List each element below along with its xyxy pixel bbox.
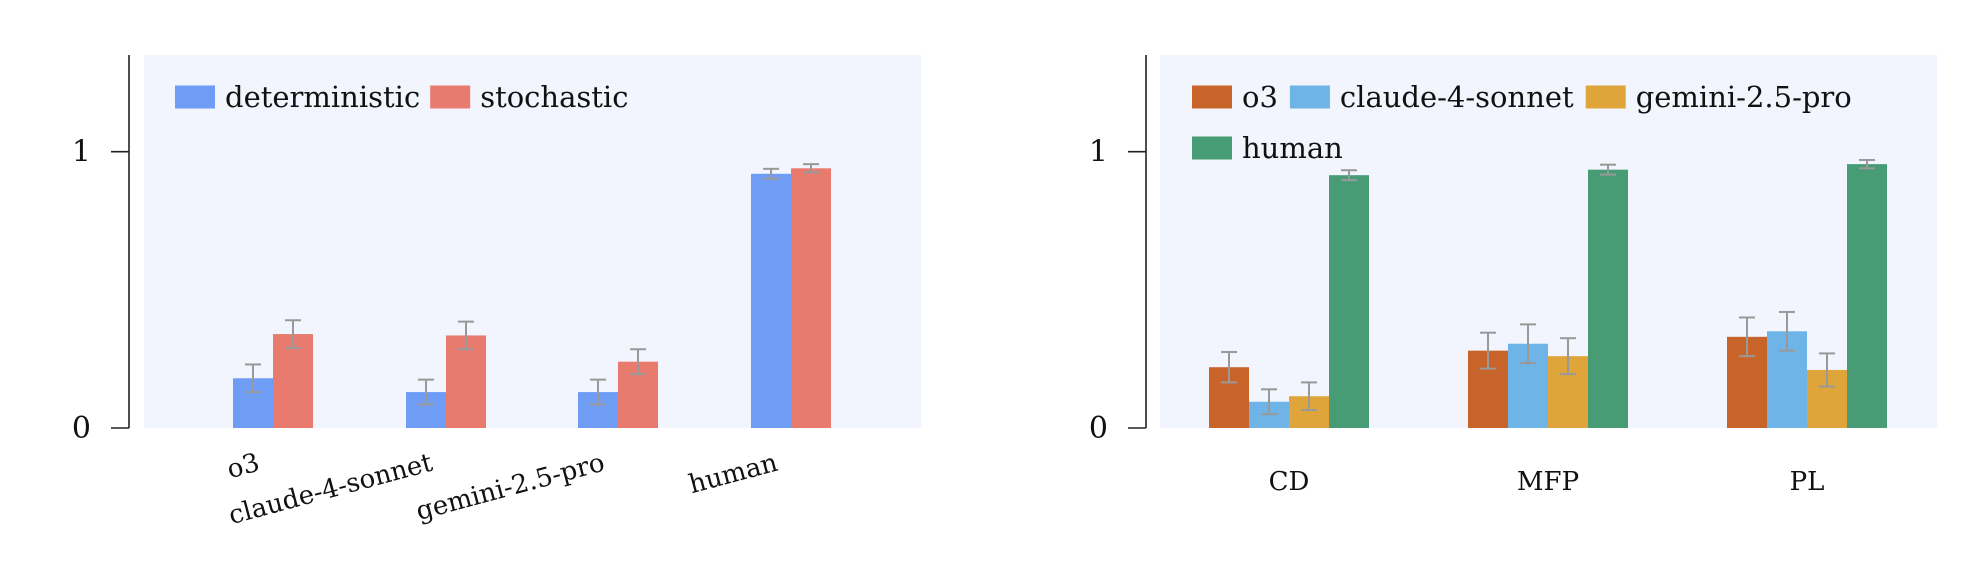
bar [446, 335, 486, 428]
bar [1329, 175, 1369, 428]
bar [273, 334, 313, 428]
legend: deterministic stochastic [175, 80, 628, 114]
legend-swatch [430, 85, 471, 109]
x-tick-label: human [686, 448, 781, 500]
legend-swatch [1289, 85, 1330, 109]
bar [1847, 164, 1887, 429]
legend-label: o3 [1242, 80, 1278, 114]
bar [751, 173, 791, 428]
chart-right: 0 1 CD MFP PL o3 claude-4-sonnet gemini-2.5-pro… [1089, 55, 1937, 497]
legend-swatch [175, 85, 215, 109]
legend-swatch [1192, 85, 1232, 109]
y-tick-label: 0 [72, 411, 91, 446]
legend-label: deterministic [225, 80, 420, 114]
legend-label: gemini-2.5-pro [1636, 80, 1852, 114]
x-tick-label: CD [1269, 467, 1310, 497]
bar [791, 168, 831, 428]
y-tick-label: 1 [72, 135, 91, 170]
x-tick-label: MFP [1517, 467, 1579, 497]
legend-label: human [1242, 131, 1343, 165]
y-tick-label: 1 [1089, 135, 1108, 170]
legend: o3 claude-4-sonnet gemini-2.5-pro human [1192, 80, 1852, 165]
legend-swatch [1192, 136, 1232, 160]
legend-swatch [1585, 85, 1626, 109]
x-tick-label: gemini-2.5-pro [413, 448, 608, 527]
x-tick-label: PL [1790, 467, 1825, 497]
bar [1588, 169, 1628, 428]
x-tick-label: o3 [224, 448, 263, 485]
legend-label: claude-4-sonnet [1340, 80, 1574, 114]
y-tick-label: 0 [1089, 411, 1108, 446]
legend-label: stochastic [480, 80, 628, 114]
